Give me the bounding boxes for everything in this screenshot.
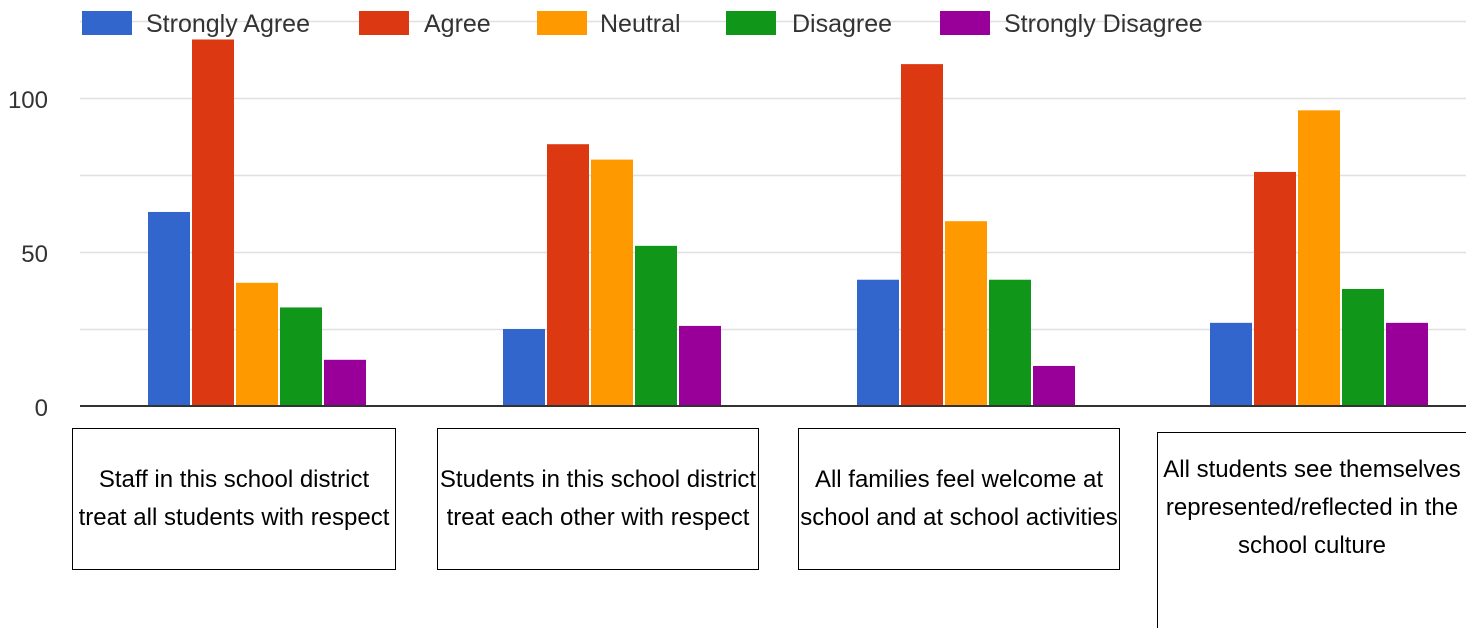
legend-label: Strongly Agree bbox=[146, 10, 310, 38]
legend-swatch bbox=[82, 11, 132, 35]
bar-strongly-agree[interactable] bbox=[1210, 322, 1252, 406]
bar-neutral[interactable] bbox=[1298, 110, 1340, 406]
legend-item-neutral[interactable]: Neutral bbox=[537, 10, 681, 38]
bar-strongly-agree[interactable] bbox=[148, 211, 190, 406]
category-label-box: Staff in this school district treat all … bbox=[72, 428, 396, 570]
bar-agree[interactable] bbox=[192, 39, 234, 406]
y-axis-ticks: 0 50 100 bbox=[8, 87, 48, 422]
bar-disagree[interactable] bbox=[280, 307, 322, 406]
y-tick-label: 50 bbox=[21, 241, 48, 268]
bar-neutral[interactable] bbox=[945, 221, 987, 406]
legend-label: Disagree bbox=[792, 10, 892, 38]
y-tick-label: 0 bbox=[35, 395, 48, 422]
bar-disagree[interactable] bbox=[989, 279, 1031, 406]
legend-label: Strongly Disagree bbox=[1004, 10, 1203, 38]
bar-neutral[interactable] bbox=[591, 159, 633, 406]
legend-label: Agree bbox=[424, 10, 491, 38]
bar-strongly-agree[interactable] bbox=[503, 329, 545, 406]
category-label-box: Students in this school district treat e… bbox=[437, 428, 759, 570]
legend-swatch bbox=[940, 11, 990, 35]
bar-strongly-disagree[interactable] bbox=[324, 359, 366, 406]
category-label: Students in this school district treat e… bbox=[439, 466, 757, 531]
legend-item-agree[interactable]: Agree bbox=[359, 10, 491, 38]
bar-agree[interactable] bbox=[1254, 171, 1296, 406]
legend: Strongly Agree Agree Neutral Disagree St… bbox=[82, 10, 1203, 38]
category-label: All students see themselves represented/… bbox=[1163, 456, 1461, 559]
bar-strongly-disagree[interactable] bbox=[1033, 365, 1075, 406]
category-label-box: All students see themselves represented/… bbox=[1157, 432, 1466, 628]
category-label: Staff in this school district treat all … bbox=[78, 466, 390, 531]
bar-strongly-disagree[interactable] bbox=[679, 325, 721, 406]
bar-strongly-agree[interactable] bbox=[857, 279, 899, 406]
legend-item-disagree[interactable]: Disagree bbox=[726, 10, 892, 38]
bar-neutral[interactable] bbox=[236, 282, 278, 406]
bars bbox=[148, 39, 1428, 407]
y-tick-label: 100 bbox=[8, 87, 48, 114]
legend-item-strongly-agree[interactable]: Strongly Agree bbox=[82, 10, 310, 38]
legend-swatch bbox=[537, 11, 587, 35]
bar-strongly-disagree[interactable] bbox=[1386, 322, 1428, 406]
legend-item-strongly-disagree[interactable]: Strongly Disagree bbox=[940, 10, 1203, 38]
legend-swatch bbox=[726, 11, 776, 35]
bar-disagree[interactable] bbox=[1342, 288, 1384, 406]
category-label-box: All families feel welcome at school and … bbox=[798, 428, 1120, 570]
bar-agree[interactable] bbox=[547, 144, 589, 406]
legend-swatch bbox=[359, 11, 409, 35]
bar-agree[interactable] bbox=[901, 64, 943, 407]
bar-disagree[interactable] bbox=[635, 245, 677, 406]
legend-label: Neutral bbox=[600, 10, 681, 38]
category-label: All families feel welcome at school and … bbox=[800, 466, 1118, 531]
